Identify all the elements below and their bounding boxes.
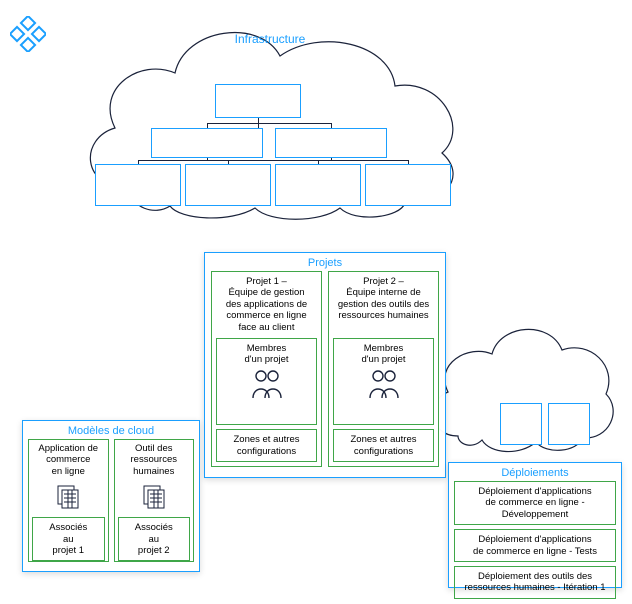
projet-1: Projet 1 – Équipe de gestion des applica… — [211, 271, 322, 467]
modele-1-assoc: Associés au projet 1 — [32, 517, 105, 561]
projet-1-title: Projet 1 – Équipe de gestion des applica… — [216, 276, 317, 334]
modele-2: Outil des ressources humaines Associés a… — [114, 439, 195, 562]
chart-line — [207, 123, 331, 124]
modele-2-title: Outil des ressources humaines — [118, 443, 191, 477]
projet-2-members: Membres d'un projet — [333, 338, 434, 425]
projets-title: Projets — [205, 253, 445, 271]
modele-1-title: Application de commerce en ligne — [32, 443, 105, 477]
cloud2-box — [500, 403, 542, 445]
team-icon — [219, 368, 314, 402]
projet-2-title: Projet 2 – Équipe interne de gestion des… — [333, 276, 434, 334]
chart-box — [95, 164, 181, 206]
modele-1: Application de commerce en ligne Associé… — [28, 439, 109, 562]
cloud2-box — [548, 403, 590, 445]
document-icon — [118, 484, 191, 510]
projet-2: Projet 2 – Équipe interne de gestion des… — [328, 271, 439, 467]
deploiements-panel: Déploiements Déploiement d'applications … — [448, 462, 622, 588]
chart-box — [275, 128, 387, 158]
projet-1-members: Membres d'un projet — [216, 338, 317, 425]
document-icon — [32, 484, 105, 510]
team-icon — [336, 368, 431, 402]
modeles-panel: Modèles de cloud Application de commerce… — [22, 420, 200, 572]
chart-line — [138, 160, 408, 161]
deploiement-item-1: Déploiement d'applications de commerce e… — [454, 529, 616, 562]
deploiement-item-2: Déploiement des outils des ressources hu… — [454, 566, 616, 599]
logo-icon — [10, 16, 46, 52]
projet-2-members-label: Membres d'un projet — [361, 343, 405, 365]
chart-box — [275, 164, 361, 206]
chart-line — [331, 158, 332, 160]
diagram-canvas: Infrastructure Projets Projet 1 – Équipe… — [0, 0, 632, 595]
modeles-title: Modèles de cloud — [23, 421, 199, 439]
chart-line — [207, 158, 208, 160]
chart-box — [185, 164, 271, 206]
deploiement-item-0: Déploiement d'applications de commerce e… — [454, 481, 616, 525]
projet-2-zones: Zones et autres configurations — [333, 429, 434, 462]
projets-panel: Projets Projet 1 – Équipe de gestion des… — [204, 252, 446, 478]
modele-2-assoc: Associés au projet 2 — [118, 517, 191, 561]
chart-box-top — [215, 84, 301, 118]
chart-box — [151, 128, 263, 158]
deploiements-title: Déploiements — [449, 463, 621, 481]
projet-1-zones: Zones et autres configurations — [216, 429, 317, 462]
infrastructure-title: Infrastructure — [190, 32, 350, 46]
projet-1-members-label: Membres d'un projet — [244, 343, 288, 365]
chart-box — [365, 164, 451, 206]
